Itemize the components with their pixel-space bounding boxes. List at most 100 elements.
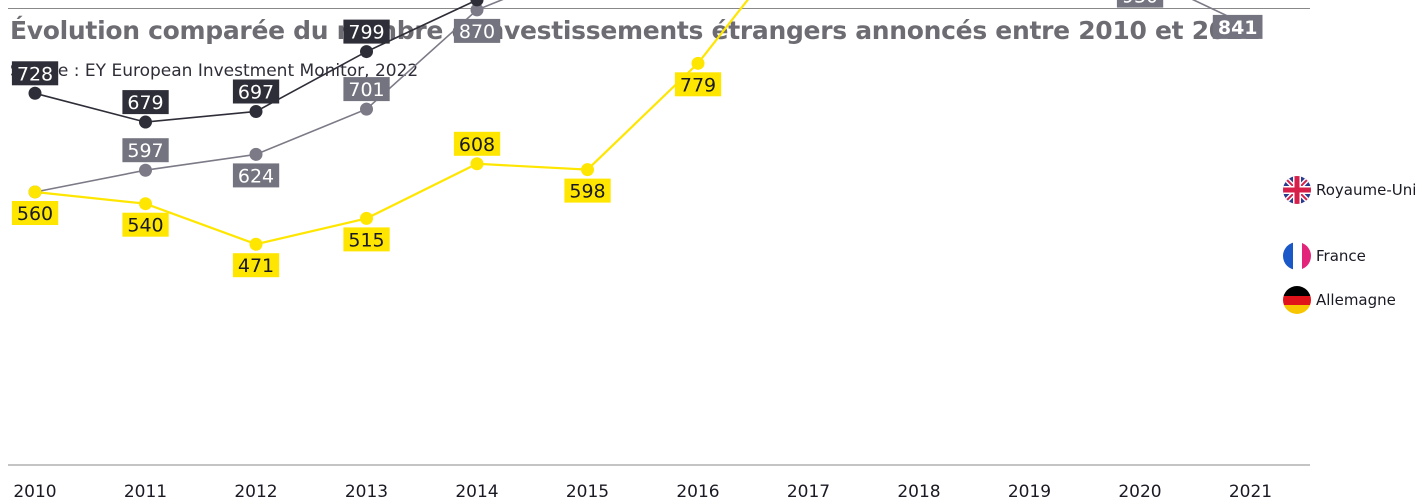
chart-title: Évolution comparée du nombre d’investiss… (10, 16, 1261, 45)
x-tick-label: 2021 (1229, 482, 1272, 502)
x-tick-label: 2020 (1118, 482, 1161, 502)
data-label-text: 841 (1218, 17, 1258, 39)
data-label-allemagne: 597 (122, 138, 169, 163)
data-label-text: 624 (238, 165, 274, 187)
data-label-france: 697 (232, 79, 280, 104)
data-label-text: 728 (17, 63, 53, 85)
data-label-royaume-uni: 598 (564, 178, 611, 203)
data-label-text: 608 (459, 134, 495, 156)
x-tick-label: 2016 (676, 482, 719, 502)
data-point-france (139, 115, 152, 129)
data-point-royaume-uni (139, 197, 152, 211)
data-label-text: 597 (127, 140, 163, 162)
data-label-france: 679 (122, 90, 169, 115)
data-label-text: 515 (348, 229, 384, 251)
data-label-text: 779 (680, 74, 716, 96)
data-label-box (232, 79, 280, 104)
data-point-royaume-uni (581, 163, 594, 177)
data-label-text: 701 (348, 79, 384, 101)
legend-item-royaume-uni: Royaume-Uni (1283, 176, 1416, 204)
data-label-allemagne: 701 (343, 77, 390, 102)
x-tick-label: 2014 (455, 482, 498, 502)
series-line-france (34, 0, 479, 123)
chart-source: Source : EY European Investment Monitor,… (10, 61, 419, 81)
legend: France Royaume-Uni Allemagne (1283, 176, 1416, 314)
data-label-allemagne: 841 (1212, 14, 1263, 39)
data-label-royaume-uni: 779 (674, 72, 722, 97)
data-point-france (28, 86, 42, 100)
series-line-royaume-uni (34, 0, 750, 246)
data-label-allemagne: 624 (232, 163, 280, 188)
flag-france-icon (1283, 242, 1311, 270)
data-label-box (453, 131, 501, 156)
x-tick-label: 2017 (787, 482, 830, 502)
data-labels: 5976247018709461 0631 124973971930841728… (11, 0, 1263, 278)
legend-label: France (1316, 247, 1366, 265)
data-label-france: 799 (343, 19, 390, 44)
data-label-text: 697 (238, 82, 274, 104)
data-label-text: 679 (127, 92, 163, 114)
data-label-royaume-uni: 560 (11, 201, 59, 225)
data-label-text: 870 (459, 21, 495, 43)
x-axis-ticks: 2010 2011 2012 2013 2014 2015 2016 2017 2018 2019… (13, 482, 1272, 502)
data-label-text: 799 (348, 22, 384, 44)
data-label-text: 930 (1122, 0, 1158, 8)
data-point-allemagne (139, 163, 152, 177)
data-label-royaume-uni: 515 (343, 227, 390, 252)
top-rule (8, 8, 1310, 9)
data-label-box (122, 90, 169, 115)
data-point-royaume-uni (28, 185, 42, 199)
flag-germany-icon (1283, 286, 1311, 314)
data-label-box (11, 201, 59, 225)
data-label-box (343, 227, 390, 252)
data-point-france (360, 45, 373, 59)
legend-item-france: France (1283, 242, 1366, 270)
data-point-france (470, 0, 484, 7)
flag-uk-icon (1283, 176, 1311, 204)
data-label-box (232, 253, 280, 278)
data-label-allemagne: 870 (453, 18, 501, 43)
data-label-text: 471 (238, 255, 274, 277)
data-point-royaume-uni (691, 56, 705, 70)
data-point-royaume-uni (249, 237, 263, 251)
data-label-allemagne: 930 (1116, 0, 1164, 8)
x-tick-label: 2011 (124, 482, 167, 502)
data-label-box (674, 72, 722, 97)
data-label-royaume-uni: 540 (122, 212, 169, 237)
data-label-france: 728 (11, 61, 59, 86)
data-point-allemagne (470, 3, 484, 17)
data-label-box (564, 178, 611, 203)
data-label-box (122, 212, 169, 237)
x-tick-label: 2015 (566, 482, 609, 502)
legend-label: Allemagne (1316, 291, 1396, 309)
data-label-royaume-uni: 608 (453, 131, 501, 156)
data-label-box (343, 19, 390, 44)
data-label-box (343, 77, 390, 102)
data-point-france (249, 104, 263, 118)
data-label-box (453, 18, 501, 43)
x-tick-label: 2018 (897, 482, 940, 502)
legend-label: Royaume-Uni (1316, 181, 1416, 199)
data-label-text: 598 (569, 181, 605, 203)
series-line-allemagne (34, 0, 1251, 193)
data-label-box (1212, 14, 1263, 39)
data-label-text: 560 (17, 203, 53, 225)
x-tick-label: 2013 (345, 482, 388, 502)
data-point-allemagne (360, 102, 373, 116)
data-point-royaume-uni (360, 211, 373, 225)
data-point-royaume-uni (470, 157, 484, 171)
x-tick-label: 2012 (234, 482, 277, 502)
data-label-text: 540 (127, 215, 163, 237)
data-label-box (122, 138, 169, 163)
series-lines (34, 0, 1251, 246)
data-point-allemagne (249, 147, 263, 161)
x-tick-label: 2010 (13, 482, 56, 502)
data-label-royaume-uni: 471 (232, 253, 280, 278)
data-label-box (232, 163, 280, 188)
series-points (28, 0, 705, 251)
x-tick-label: 2019 (1008, 482, 1051, 502)
data-label-box (11, 61, 59, 86)
legend-item-allemagne: Allemagne (1283, 286, 1396, 314)
data-label-box (1116, 0, 1164, 8)
